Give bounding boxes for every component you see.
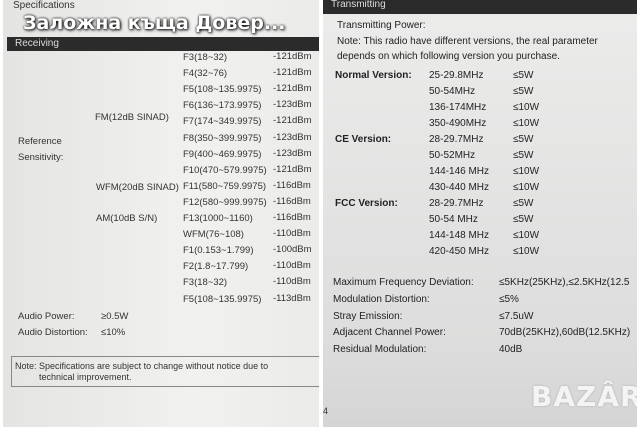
frequency-range: 420-450 MHz [429, 246, 490, 257]
power-value: ≤10W [513, 102, 540, 113]
audio-distortion-label: Audio Distortion: [18, 327, 88, 338]
tx-note-line-1: Note: This radio have different versions… [337, 36, 598, 47]
sensitivity-value: -121dBm [273, 67, 312, 79]
band-label: F10(470~579.9975) [183, 164, 267, 176]
spec-label: Maximum Frequency Deviation: [333, 277, 474, 288]
band-label: F3(18~32) [183, 277, 228, 289]
power-value: ≤10W [513, 230, 540, 241]
transmitting-power-title: Transmitting Power: [337, 20, 426, 31]
sensitivity-value: -116dBm [273, 179, 311, 191]
note-line-2: technical improvement. [39, 372, 132, 382]
spec-label: Residual Modulation: [333, 344, 427, 356]
note-line-1: Note: Specifications are subject to chan… [15, 361, 269, 371]
sensitivity-value: -116dBm [273, 212, 311, 223]
sensitivity-value: -121dBm [273, 115, 312, 127]
sensitivity-value: -123dBm [273, 147, 312, 159]
receiving-spec-photo: Specifications Receiving Reference Sensi… [3, 0, 319, 427]
sensitivity-label: Sensitivity: [18, 152, 64, 163]
note-box: Note: Specifications are subject to chan… [11, 356, 319, 387]
frequency-range: 50-54 MHz [429, 214, 478, 225]
sensitivity-value: -121dBm [273, 163, 312, 175]
sensitivity-value: -121dBm [273, 51, 312, 62]
spec-value: 70dB(25KHz),60dB(12.5KHz) [499, 327, 631, 339]
sensitivity-value: -123dBm [273, 99, 312, 111]
power-value: ≤10W [513, 182, 540, 193]
overlay-title: Заложна къща Довер... [23, 12, 286, 34]
receiving-header: Receiving [7, 37, 319, 51]
audio-power-label: Audio Power: [18, 311, 75, 322]
am-group: AM(10dB S/N) [96, 213, 158, 224]
tx-note-line-2: depends on which following version you p… [337, 51, 560, 62]
frequency-range: 50-54MHz [429, 86, 476, 97]
frequency-range: 136-174MHz [429, 102, 487, 113]
power-value: ≤5W [513, 198, 534, 209]
power-value: ≤10W [513, 166, 540, 177]
band-label: F11(580~759.9975) [183, 180, 267, 192]
power-value: ≤5W [513, 150, 534, 161]
band-label: WFM(76~108) [183, 229, 244, 241]
frequency-range: 144-148 MHz [429, 230, 490, 241]
band-label: F5(108~135.9975) [183, 293, 262, 305]
sensitivity-value: -110dBm [273, 276, 311, 288]
page-number: 4 [323, 406, 329, 416]
bazar-watermark-logo: BAZÂR [531, 380, 637, 413]
wfm-group: WFM(20dB SINAD) [96, 182, 179, 193]
power-value: ≤5W [513, 70, 534, 81]
sensitivity-value: -121dBm [273, 83, 312, 95]
band-label: F12(580~999.9975) [183, 196, 267, 208]
band-label: F5(108~135.9975) [183, 84, 262, 96]
band-label: F1(0.153~1.799) [183, 245, 254, 257]
frequency-range: 50-52MHz [429, 150, 476, 161]
band-label: F4(32~76) [183, 68, 228, 80]
version-label: Normal Version: [335, 70, 412, 81]
spec-value: ≤5KHz(25KHz),≤2.5KHz(12.5 [499, 277, 630, 288]
sensitivity-value: -100dBm [273, 244, 312, 256]
spec-label: Modulation Distortion: [333, 293, 430, 305]
audio-power-value: ≥0.5W [101, 311, 129, 322]
sensitivity-value: -123dBm [273, 131, 312, 143]
sensitivity-value: -113dBm [273, 292, 311, 304]
audio-distortion-value: ≤10% [101, 327, 126, 338]
band-label: F8(350~399.9975) [183, 132, 262, 144]
band-label: F9(400~469.9975) [183, 148, 262, 160]
frequency-range: 25-29.8MHz [429, 70, 484, 81]
band-label: F6(136~173.9975) [183, 100, 262, 112]
band-label: F13(1000~1160) [183, 213, 253, 224]
version-label: CE Version: [335, 134, 392, 145]
spec-value: ≤5% [499, 293, 519, 305]
sensitivity-value: -110dBm [273, 260, 311, 272]
reference-label: Reference [18, 136, 62, 147]
spec-value: ≤7.5uW [499, 310, 534, 322]
band-label: F3(18~32) [183, 52, 228, 63]
power-value: ≤5W [513, 214, 534, 225]
power-value: ≤5W [513, 86, 534, 97]
frequency-range: 28-29.7MHz [429, 134, 484, 145]
transmitting-header: Transmitting [323, 0, 637, 14]
frequency-range: 144-146 MHz [429, 166, 490, 177]
version-label: FCC Version: [335, 198, 398, 209]
band-label: F7(174~349.9975) [183, 116, 262, 128]
fm-group: FM(12dB SINAD) [95, 112, 169, 123]
frequency-range: 28-29.7MHz [429, 198, 484, 209]
power-value: ≤5W [513, 134, 534, 145]
sensitivity-value: -116dBm [273, 195, 311, 207]
spec-label: Stray Emission: [333, 310, 403, 322]
frequency-range: 430-440 MHz [429, 182, 490, 193]
sensitivity-value: -110dBm [273, 228, 311, 240]
spec-value: 40dB [499, 344, 523, 356]
transmitting-spec-photo: Transmitting Transmitting Power: Note: T… [323, 0, 637, 427]
power-value: ≤10W [513, 118, 540, 129]
spec-label: Adjacent Channel Power: [333, 327, 446, 339]
power-value: ≤10W [513, 246, 540, 257]
frequency-range: 350-490MHz [429, 118, 487, 129]
specifications-title: Specifications [13, 0, 75, 11]
band-label: F2(1.8~17.799) [183, 261, 249, 273]
